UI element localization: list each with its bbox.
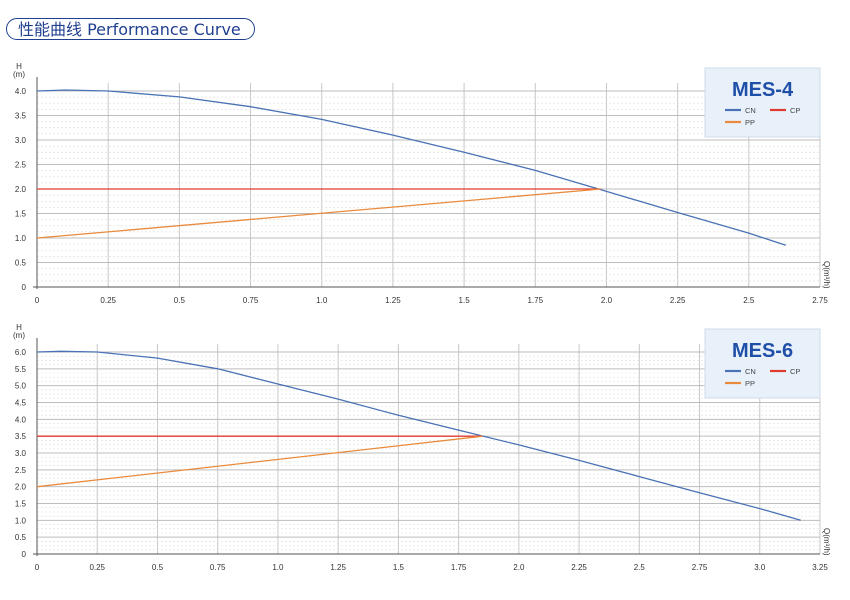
x-tick-label: 1.0 — [272, 563, 284, 572]
x-tick-label: 1.0 — [316, 296, 328, 305]
y-axis-label: H — [16, 323, 22, 332]
x-tick-label: 2.25 — [571, 563, 587, 572]
legend-box — [704, 67, 821, 138]
x-tick-label: 2.25 — [670, 296, 686, 305]
x-tick-label: 2.0 — [513, 563, 525, 572]
x-tick-label: 3.0 — [754, 563, 766, 572]
x-tick-label: 1.25 — [330, 563, 346, 572]
x-tick-label: 2.0 — [601, 296, 613, 305]
x-axis-label: Q(m³/h) — [822, 261, 831, 289]
x-tick-label: 0.75 — [210, 563, 226, 572]
y-tick-label: 1.0 — [15, 516, 27, 525]
legend-box — [704, 328, 821, 399]
x-tick-label: 1.75 — [451, 563, 467, 572]
x-tick-label: 1.5 — [393, 563, 405, 572]
x-axis-label: Q(m³/h) — [822, 528, 831, 556]
legend-label-cn: CN — [745, 367, 756, 376]
y-tick-label: 3.0 — [15, 449, 27, 458]
series-line-cn — [36, 89, 787, 246]
y-tick-label: 4.5 — [15, 399, 27, 408]
legend-title: MES-6 — [732, 340, 793, 362]
y-tick-label: 3.0 — [15, 136, 27, 145]
y-tick-label: 2.5 — [15, 161, 27, 170]
y-tick-label: 3.5 — [15, 432, 27, 441]
series-line-pp — [36, 435, 483, 488]
legend-label-pp: PP — [745, 379, 755, 388]
y-tick-label: 2.5 — [15, 466, 27, 475]
y-tick-label: 6.0 — [15, 348, 27, 357]
x-tick-label: 1.75 — [527, 296, 543, 305]
x-tick-label: 0.25 — [89, 563, 105, 572]
legend-label-cp: CP — [790, 106, 800, 115]
x-tick-label: 0 — [35, 563, 40, 572]
x-tick-label: 2.5 — [743, 296, 755, 305]
y-axis-unit: (m) — [13, 70, 25, 79]
y-tick-label: 3.5 — [15, 112, 27, 121]
y-tick-label: 5.0 — [15, 382, 27, 391]
legend-label-cp: CP — [790, 367, 800, 376]
series-line-pp — [36, 188, 601, 239]
x-tick-label: 1.5 — [459, 296, 471, 305]
y-tick-label: 5.5 — [15, 365, 27, 374]
x-tick-label: 0.75 — [243, 296, 259, 305]
y-tick-label: 0.5 — [15, 533, 27, 542]
y-axis-label: H — [16, 62, 22, 71]
legend-title: MES-4 — [732, 79, 794, 101]
y-tick-label: 1.5 — [15, 210, 27, 219]
y-tick-label: 2.0 — [15, 185, 27, 194]
y-tick-label: 4.0 — [15, 415, 27, 424]
x-tick-label: 3.25 — [812, 563, 828, 572]
performance-chart-mes-4: 0 0.25 0.5 0.75 1.0 1.25 1.5 1.75 2.0 2.25 2.5 2.75… — [13, 62, 831, 305]
x-tick-label: 2.75 — [812, 296, 828, 305]
y-axis-unit: (m) — [13, 331, 25, 340]
x-tick-label: 1.25 — [385, 296, 401, 305]
x-tick-label: 0.5 — [152, 563, 164, 572]
series-line-cn — [36, 350, 801, 521]
x-tick-label: 0.25 — [100, 296, 116, 305]
y-tick-label: 0 — [22, 550, 27, 559]
legend-label-pp: PP — [745, 118, 755, 127]
y-tick-label: 2.0 — [15, 483, 27, 492]
x-tick-label: 2.75 — [692, 563, 708, 572]
y-tick-label: 4.0 — [15, 87, 27, 96]
y-tick-label: 0.5 — [15, 259, 27, 268]
x-tick-label: 0.5 — [174, 296, 186, 305]
x-tick-label: 0 — [35, 296, 40, 305]
legend-label-cn: CN — [745, 106, 756, 115]
performance-chart-mes-6: 0 0.25 0.5 0.75 1.0 1.25 1.5 1.75 2.0 2.25 2.5 2.75… — [13, 323, 831, 572]
y-tick-label: 0 — [22, 283, 27, 292]
page-title: 性能曲线 Performance Curve — [6, 18, 255, 40]
x-tick-label: 2.5 — [634, 563, 646, 572]
y-tick-label: 1.5 — [15, 500, 27, 509]
y-tick-label: 1.0 — [15, 234, 27, 243]
